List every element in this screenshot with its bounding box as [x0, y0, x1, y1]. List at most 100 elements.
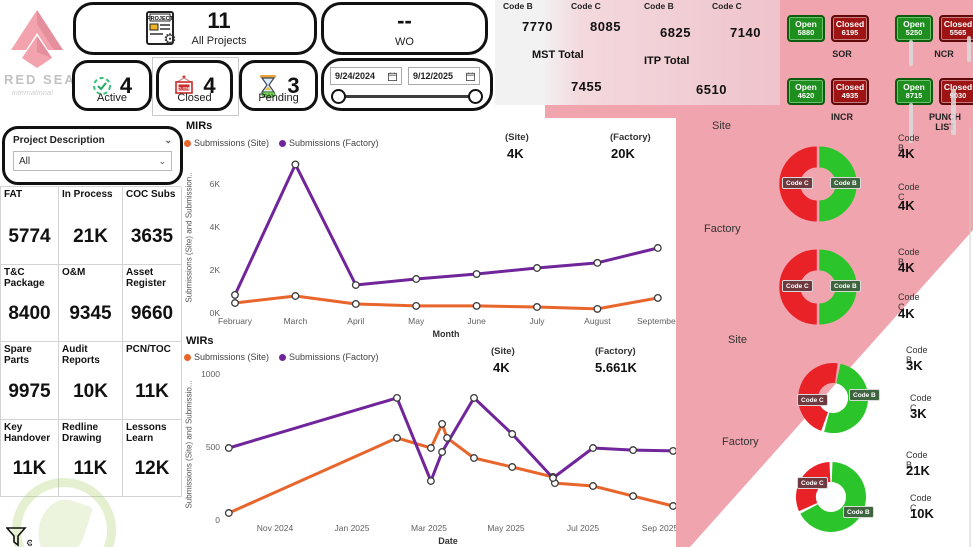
donut-slice-label-chip: Code C — [782, 280, 813, 292]
kpi-tile-label: FAT — [4, 189, 23, 200]
code-stat-value: 3K — [906, 358, 923, 373]
date-range-slider-handle-start[interactable] — [331, 89, 346, 104]
svg-text:Sep 2025: Sep 2025 — [642, 523, 676, 533]
totals-panel-background — [495, 0, 780, 105]
mirs-factory-callout-label: (Factory) — [610, 132, 651, 143]
legend-item[interactable]: Submissions (Factory) — [279, 138, 379, 148]
kpi-tile[interactable]: T&C Package 8400 — [1, 264, 59, 342]
donut-section-label: Factory — [704, 223, 741, 235]
kpi-tile-label: Asset Register — [126, 266, 167, 289]
legend-item[interactable]: Submissions (Site) — [184, 138, 269, 148]
closed-count-badge[interactable]: Closed 4935 — [831, 78, 869, 105]
wo-card[interactable]: -- WO — [321, 2, 488, 55]
code-stat-label: Code C — [898, 292, 920, 312]
kpi-tile[interactable]: O&M 9345 — [59, 264, 123, 342]
kpi-tile[interactable]: Asset Register 9660 — [123, 264, 182, 342]
filter-icon[interactable]: ⚙ — [6, 527, 32, 547]
project-description-select[interactable]: All ⌄ — [13, 151, 172, 171]
closed-count-badge[interactable]: Closed 5565 — [939, 15, 973, 42]
itp-code-b-value: 6825 — [660, 25, 691, 40]
legend-item[interactable]: Submissions (Site) — [184, 352, 269, 362]
svg-text:Jan 2025: Jan 2025 — [335, 523, 370, 533]
pending-label: Pending — [258, 92, 299, 104]
wirs-line-chart[interactable]: 0 500 1000 Nov 2024 Jan 2025 Mar 2025 May 2025… — [180, 335, 678, 547]
date-range-slider-handle-end[interactable] — [468, 89, 483, 104]
open-count-badge[interactable]: Open 8715 — [895, 78, 933, 105]
closed-count-badge[interactable]: Closed 6195 — [831, 15, 869, 42]
donut-slice-label-chip: Code C — [782, 177, 813, 189]
code-stat-value: 10K — [910, 506, 934, 521]
svg-text:Nov 2024: Nov 2024 — [257, 523, 294, 533]
brand-tagline: international — [12, 88, 53, 97]
svg-text:500: 500 — [206, 442, 220, 452]
open-count-badge[interactable]: Open 5250 — [895, 15, 933, 42]
svg-text:Jul 2025: Jul 2025 — [567, 523, 599, 533]
watermark-logo — [12, 478, 116, 547]
svg-text:April: April — [347, 316, 364, 326]
svg-text:2K: 2K — [210, 265, 221, 275]
filter-label: Project Description — [13, 135, 105, 146]
code-donut-chart[interactable] — [791, 457, 871, 542]
date-range-slider-track[interactable] — [338, 95, 476, 98]
badge-value: 4620 — [797, 91, 815, 101]
chevron-down-icon[interactable]: ⌄ — [164, 135, 172, 145]
kpi-tile-value: 9345 — [69, 303, 112, 324]
legend-dot-icon — [184, 353, 191, 361]
kpi-tile[interactable]: Spare Parts 9975 — [1, 342, 59, 420]
closed-count-badge[interactable]: Closed 9030 — [939, 78, 973, 105]
donut-slice-label-chip: Code B — [830, 177, 861, 189]
kpi-tile[interactable]: In Process 21K — [59, 187, 123, 265]
code-stat-value: 4K — [898, 198, 915, 213]
legend-dot-icon — [184, 139, 191, 147]
svg-text:May: May — [408, 316, 425, 326]
pending-card[interactable]: 3 — [239, 60, 318, 111]
itp-code-c-header: Code C — [712, 1, 742, 11]
kpi-tile-value: 3635 — [130, 225, 174, 247]
code-stat-label: Code C — [910, 493, 932, 513]
svg-text:6K: 6K — [210, 179, 221, 189]
kpi-tile[interactable]: Audit Reports 10K — [59, 342, 123, 420]
legend-item[interactable]: Submissions (Factory) — [279, 352, 379, 362]
calendar-icon — [388, 71, 397, 81]
kpi-tile-label: T&C Package — [4, 266, 45, 289]
badge-label: Closed — [835, 19, 865, 30]
end-date-input[interactable]: 9/12/2025 — [408, 67, 480, 85]
badge-label: Closed — [835, 82, 865, 93]
badge-label: Open — [903, 82, 925, 93]
legend-label: Submissions (Site) — [194, 352, 270, 362]
svg-text:4K: 4K — [210, 222, 221, 232]
badge-group-name: NCR — [934, 49, 954, 59]
kpi-tile-label: PCN/TOC — [126, 344, 171, 355]
badge-label: Closed — [943, 19, 973, 30]
badge-value: 5565 — [949, 28, 967, 38]
mst-code-b-value: 7770 — [522, 19, 553, 34]
project-document-icon: PROJECT ⚙ — [146, 10, 177, 48]
kpi-tile-value: 8400 — [8, 303, 51, 324]
kpi-tile[interactable]: COC Subs 3635 — [123, 187, 182, 265]
mirs-site-callout-label: (Site) — [505, 132, 529, 143]
scrollbar[interactable] — [909, 40, 913, 66]
mst-code-c-value: 8085 — [590, 19, 621, 34]
active-card[interactable]: 4 — [72, 60, 152, 111]
open-count-badge[interactable]: Open 5880 — [787, 15, 825, 42]
kpi-tile[interactable]: PCN/TOC 11K — [123, 342, 182, 420]
open-count-badge[interactable]: Open 4620 — [787, 78, 825, 105]
code-donut-chart[interactable] — [793, 358, 873, 443]
all-projects-card[interactable]: PROJECT ⚙ 11 All Projects — [73, 2, 317, 55]
kpi-tile[interactable]: FAT 5774 — [1, 187, 59, 265]
code-stat-label: Code B — [906, 450, 928, 470]
mirs-line-chart[interactable]: 0K 2K 4K 6K February March April May June July Aug… — [180, 118, 679, 345]
active-check-icon — [92, 76, 111, 95]
scrollbar[interactable] — [909, 103, 913, 143]
kpi-tile-value: 11K — [73, 458, 108, 479]
kpi-tile[interactable]: Lessons Learn 12K — [123, 419, 182, 497]
scrollbar[interactable] — [967, 36, 971, 62]
svg-text:0: 0 — [215, 515, 220, 525]
scrollbar[interactable] — [951, 89, 956, 135]
start-date-input[interactable]: 9/24/2024 — [330, 67, 402, 85]
itp-code-b-header: Code B — [644, 1, 674, 11]
code-stat-label: Code C — [910, 393, 932, 413]
closed-card[interactable]: CLOSE 4 — [156, 60, 233, 111]
legend-label: Submissions (Factory) — [289, 138, 379, 148]
